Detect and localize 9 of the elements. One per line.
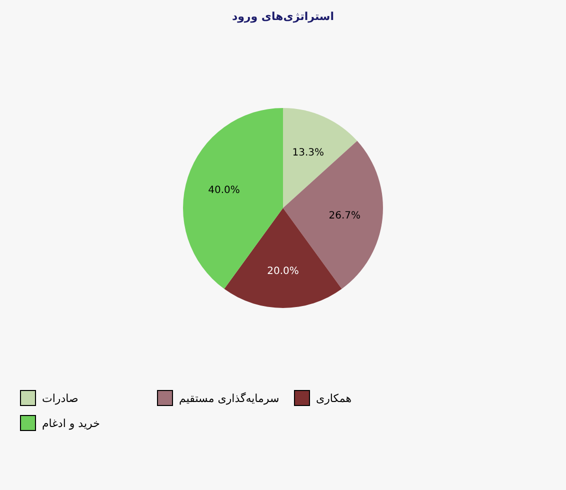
data-label: 20.0% — [267, 266, 299, 277]
title: استراتژی‌های ورود — [232, 10, 334, 23]
legend-label: همکاری — [316, 392, 352, 405]
legend-label: سرمایه‌گذاری مستقیم — [179, 392, 280, 405]
data-label: 13.3% — [292, 147, 324, 158]
legend-label: خرید و ادغام — [42, 417, 100, 430]
data-label: 26.7% — [328, 210, 361, 222]
legend-label: صادرات — [42, 392, 78, 405]
data-label: 40.0% — [208, 184, 240, 196]
